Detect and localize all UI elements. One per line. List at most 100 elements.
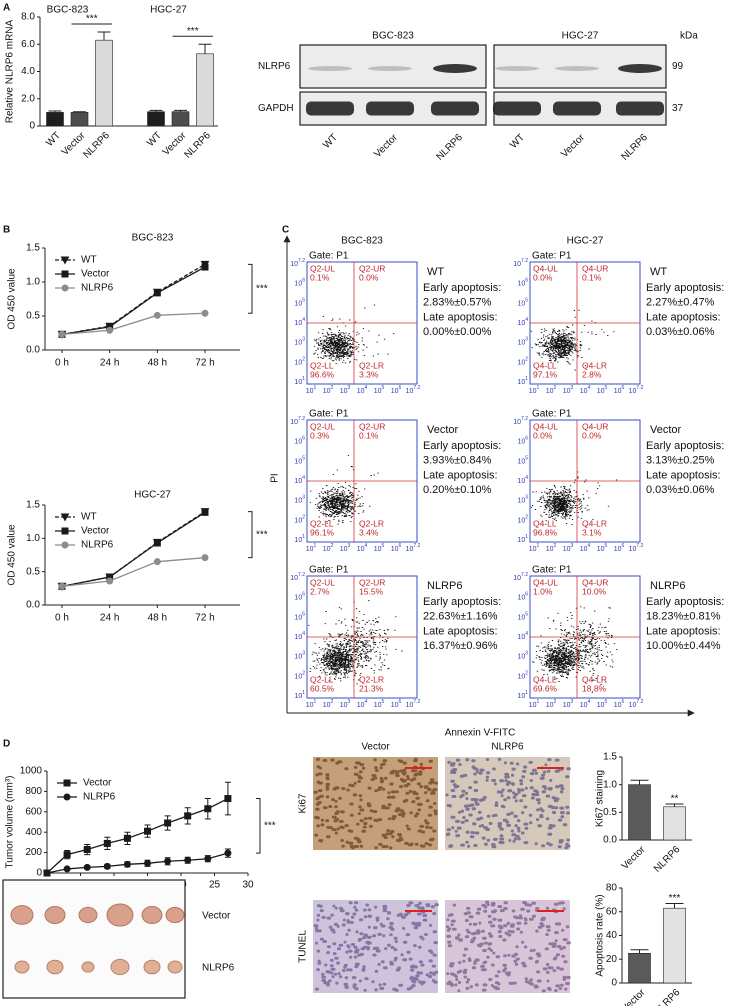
y-tick-label: 1000 (20, 766, 43, 777)
marker (83, 846, 91, 854)
flow-tick-label: 105 (597, 543, 608, 553)
series-line (61, 511, 206, 587)
quadrant-percent: 96.6% (310, 369, 335, 379)
tick-base: 10 (290, 575, 298, 582)
tick-base: 10 (517, 439, 525, 446)
bar (663, 907, 686, 984)
tick-exponent: 3 (302, 651, 305, 657)
flow-tick-label: 107.2 (629, 385, 644, 395)
tick-base: 10 (614, 388, 622, 395)
tumor (14, 960, 30, 974)
apoptosis-text: 0.00%±0.00% (423, 326, 492, 338)
panel-label: A (3, 3, 10, 14)
tick-base: 10 (629, 702, 637, 709)
tick-base: 10 (294, 614, 302, 621)
tick-base: 10 (517, 320, 525, 327)
tick-exponent: 5 (605, 699, 608, 705)
tick-base: 10 (294, 498, 302, 505)
tick-exponent: 6 (399, 699, 402, 705)
marker (123, 860, 131, 868)
tick-base: 10 (580, 388, 588, 395)
significance-bracket (248, 263, 253, 314)
tick-exponent: 4 (302, 475, 305, 481)
quadrant-percent: 0.1% (310, 272, 330, 282)
tumor (46, 959, 64, 975)
significance-label: *** (264, 820, 276, 831)
flow-tick-label: 102 (546, 699, 557, 709)
flow-tick-label: 101 (294, 376, 305, 386)
gate-label: Gate: P1 (532, 251, 572, 262)
quadrant-name: Q2-UR (359, 263, 385, 273)
error-bar (48, 110, 62, 113)
flow-tick-label: 101 (294, 534, 305, 544)
quadrant-name: Q4-UR (582, 421, 608, 431)
marker (103, 839, 111, 847)
gate-label: Gate: P1 (309, 565, 349, 576)
y-tick-label: 1.0 (26, 277, 40, 288)
tick-base: 10 (357, 702, 365, 709)
quadrant-percent: 21.3% (359, 683, 384, 693)
tick-exponent: 2 (302, 671, 305, 677)
flow-tick-label: 104 (517, 475, 528, 485)
y-tick-label: 1.5 (603, 752, 617, 763)
tick-exponent: 3 (525, 495, 528, 501)
tick-base: 10 (517, 281, 525, 288)
quadrant-name: Q4-UR (582, 577, 608, 587)
flow-tick-label: 107.2 (406, 385, 421, 395)
tick-base: 10 (597, 702, 605, 709)
flow-tick-label: 102 (517, 357, 528, 367)
tick-base: 10 (614, 702, 622, 709)
y-tick-label: 20 (606, 954, 618, 965)
tick-exponent: 6 (302, 436, 305, 442)
column-title: BGC-823 (341, 236, 383, 247)
tick-base: 10 (294, 458, 302, 465)
flow-tick-label: 104 (517, 317, 528, 327)
tick-base: 10 (323, 388, 331, 395)
tick-exponent: 2 (331, 543, 334, 549)
x-tick-label: 48 h (148, 358, 167, 369)
blot-band (493, 101, 541, 116)
flow-tick-label: 103 (340, 699, 351, 709)
flow-tick-label: 105 (374, 543, 385, 553)
flow-tick-label: 103 (340, 543, 351, 553)
y-axis-label: OD 450 value (7, 524, 18, 586)
tick-base: 10 (294, 634, 302, 641)
tick-base: 10 (290, 419, 298, 426)
y-axis-label: Ki67 staining (595, 770, 606, 827)
tick-exponent: 3 (348, 385, 351, 391)
tick-base: 10 (614, 546, 622, 553)
tick-base: 10 (323, 546, 331, 553)
quadrant-name: Q4-UL (533, 577, 558, 587)
y-axis-label: PI (270, 473, 281, 482)
flow-tick-label: 101 (306, 543, 317, 553)
tick-exponent: 1 (525, 534, 528, 540)
tick-base: 10 (513, 419, 521, 426)
quadrant-name: Q4-LR (582, 674, 607, 684)
series-line (61, 312, 206, 336)
tick-base: 10 (406, 388, 414, 395)
panel-label: B (3, 225, 10, 236)
marker (201, 554, 209, 562)
y-tick-label: 0 (36, 868, 42, 879)
tick-exponent: 4 (588, 543, 591, 549)
legend-label: Vector (81, 269, 110, 280)
flow-tick-label: 105 (597, 385, 608, 395)
legend-label: NLRP6 (83, 792, 116, 803)
flow-tick-label: 107.2 (629, 699, 644, 709)
y-tick-label: 800 (25, 786, 42, 797)
y-axis-label: Tumor volume (mm³) (5, 776, 16, 869)
significance-label: *** (187, 26, 199, 37)
tick-base: 10 (323, 702, 331, 709)
flow-tick-label: 101 (517, 690, 528, 700)
tick-exponent: 6 (525, 436, 528, 442)
marker (153, 558, 161, 566)
tick-base: 10 (517, 537, 525, 544)
significance-label: *** (86, 14, 98, 25)
error-bar (630, 949, 649, 954)
gate-label: Gate: P1 (309, 251, 349, 262)
quadrant-percent: 10.0% (582, 586, 607, 596)
tick-exponent: 5 (302, 456, 305, 462)
legend-label: Vector (83, 778, 112, 789)
tick-exponent: 4 (365, 543, 368, 549)
tick-base: 10 (374, 702, 382, 709)
